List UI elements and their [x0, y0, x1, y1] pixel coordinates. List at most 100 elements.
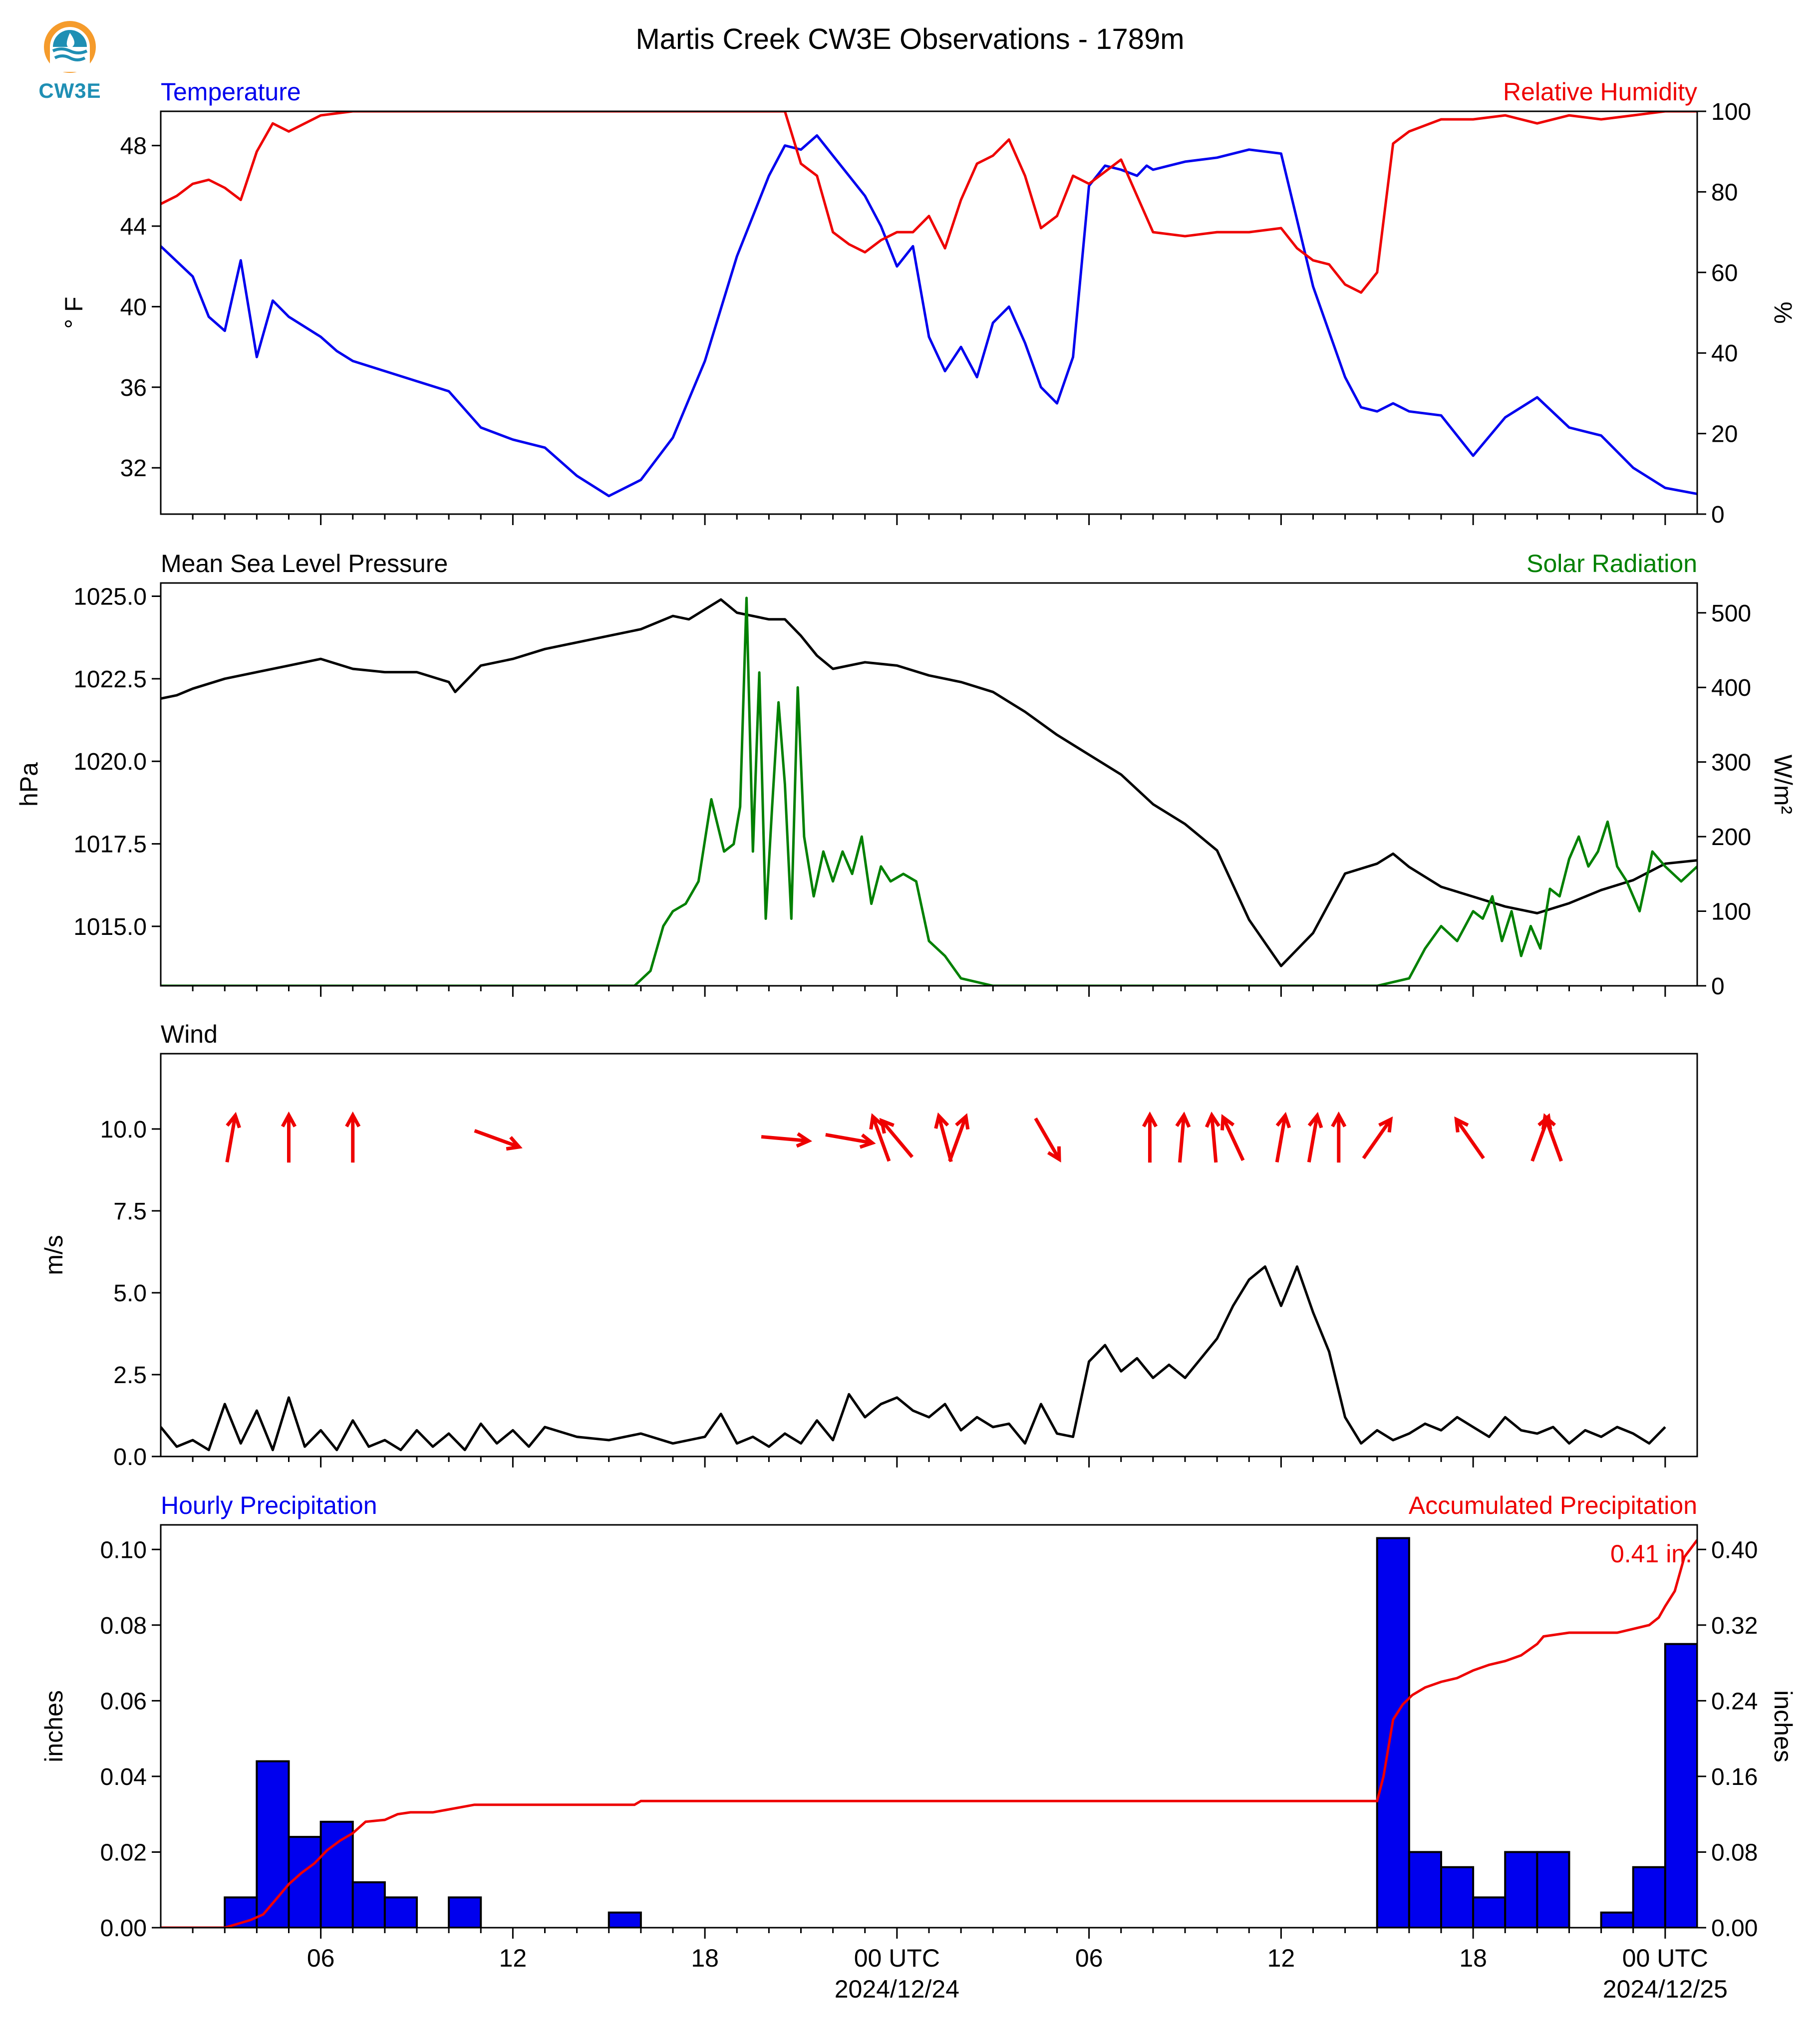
series-line-0	[161, 134, 1697, 498]
y-tick-label-left: 48	[120, 133, 147, 160]
precip-bar	[319, 1820, 354, 1928]
y-tick-label-left: 10.0	[100, 1117, 147, 1143]
wind-arrow-head	[1541, 1113, 1556, 1130]
panel-wind: Wind 0.0 2.5 5.0 7.5 10.0 m/s	[40, 1020, 1698, 1470]
y-tick-label-left: 2.5	[113, 1362, 147, 1389]
y-tick-label-right: 60	[1711, 260, 1738, 287]
precip-bar	[1376, 1537, 1410, 1928]
wind-arrow-icon	[948, 1113, 970, 1162]
wind-arrow-head	[506, 1136, 523, 1151]
wind-arrow-icon	[1205, 1111, 1220, 1163]
x-tick-label: 06	[1075, 1944, 1103, 1972]
y-tick-label-left: 0.08	[100, 1613, 147, 1639]
wind-arrow-icon	[281, 1111, 297, 1163]
y-axis-label-right: %	[1769, 301, 1797, 323]
x-tick-label: 18	[691, 1944, 719, 1972]
wind-arrow-shaft	[1455, 1118, 1485, 1159]
cw3e-logo: CW3E	[30, 15, 110, 110]
y-axis-label-left: hPa	[15, 762, 43, 807]
wind-arrow-head	[955, 1113, 970, 1130]
y-tick-label-right: 0.32	[1711, 1613, 1758, 1639]
panel-left-title: Hourly Precipitation	[161, 1491, 377, 1519]
wind-arrow-shaft	[937, 1115, 953, 1162]
panel-frame	[160, 1053, 1698, 1457]
series-line-1	[161, 111, 1697, 294]
y-tick-label-left: 0.04	[100, 1764, 147, 1790]
precip-bar	[1408, 1851, 1442, 1928]
x-tick-label: 12	[499, 1944, 527, 1972]
wind-arrow-shaft	[871, 1116, 891, 1162]
plot-area	[161, 596, 1697, 986]
wind-arrow-shaft	[1530, 1116, 1550, 1162]
x-tick-label: 00 UTC	[1622, 1944, 1708, 1972]
plot-area	[161, 1265, 1666, 1451]
wind-arrow-head	[1142, 1111, 1158, 1128]
panel-left-title: Mean Sea Level Pressure	[161, 550, 448, 578]
y-tick-label-left: 0.0	[113, 1444, 147, 1470]
precip-bar	[351, 1881, 386, 1928]
panel-left-title: Wind	[161, 1020, 218, 1048]
precip-bar	[1472, 1896, 1507, 1928]
wind-arrow-shaft	[1221, 1117, 1245, 1161]
wind-arrow-shaft	[1362, 1118, 1392, 1159]
wind-arrow-head	[1175, 1111, 1191, 1128]
panel-precipitation: Hourly Precipitation Accumulated Precipit…	[40, 1491, 1797, 1942]
y-tick-label-right: 0	[1711, 973, 1725, 1000]
wind-arrow-head	[345, 1111, 361, 1128]
wind-arrow-icon	[1307, 1112, 1323, 1162]
series-line-1	[161, 596, 1697, 986]
wind-arrow-head	[879, 1118, 895, 1134]
wind-arrow-icon	[1220, 1114, 1245, 1161]
wind-arrow-shaft	[948, 1116, 968, 1162]
panel-temperature-humidity: Temperature Relative Humidity 32 36 40 44 48 0 2…	[60, 78, 1797, 528]
y-tick-label-left: 5.0	[113, 1280, 147, 1307]
wind-arrow-shaft	[1034, 1117, 1061, 1160]
y-tick-label-right: 0.00	[1711, 1915, 1758, 1942]
y-tick-label-right: 80	[1711, 179, 1738, 206]
wind-arrow-head	[869, 1113, 884, 1130]
wind-arrow-shaft	[474, 1129, 520, 1149]
y-tick-label-left: 7.5	[113, 1198, 147, 1225]
wind-arrow-icon	[879, 1118, 914, 1159]
precip-bar	[1504, 1851, 1538, 1928]
wind-arrow-shaft	[1307, 1115, 1319, 1162]
y-tick-label-left: 36	[120, 375, 147, 401]
wind-arrow-head	[1047, 1146, 1061, 1163]
wind-arrow-head	[1220, 1114, 1235, 1131]
x-tick-label: 00 UTC	[854, 1944, 940, 1972]
wind-arrow-head	[1331, 1111, 1347, 1128]
wind-arrow-shaft	[825, 1133, 873, 1145]
wind-arrow-head	[1307, 1112, 1323, 1129]
wind-arrow-icon	[345, 1111, 361, 1163]
y-tick-label-right: 0	[1711, 502, 1725, 528]
wind-arrow-icon	[1034, 1117, 1061, 1163]
wind-arrow-head	[859, 1133, 876, 1149]
x-tick-date-label: 2024/12/24	[835, 1975, 959, 2003]
wind-arrow-shaft	[225, 1115, 237, 1162]
precip-bar	[288, 1836, 322, 1928]
wind-arrow-icon	[1175, 1111, 1191, 1163]
y-tick-label-left: 1020.0	[73, 749, 147, 775]
y-tick-label-left: 1025.0	[73, 583, 147, 610]
x-tick-label: 06	[307, 1944, 335, 1972]
y-tick-label-right: 400	[1711, 675, 1751, 701]
wind-arrow-shaft	[880, 1119, 914, 1159]
y-tick-label-right: 100	[1711, 899, 1751, 925]
precip-bar	[1632, 1866, 1666, 1928]
wind-arrow-icon	[1541, 1113, 1563, 1162]
y-axis-label-right: W/m²	[1769, 755, 1797, 814]
wind-arrow-head	[1205, 1111, 1220, 1128]
accumulated-total-label: 0.41 in.	[1610, 1540, 1692, 1568]
accumulated-precip-line	[161, 1539, 1697, 1928]
panel-right-title: Relative Humidity	[1503, 78, 1697, 106]
panel-frame	[160, 110, 1698, 515]
wind-arrow-shaft	[1275, 1115, 1287, 1162]
wind-arrow-icon	[225, 1112, 241, 1162]
wind-arrow-icon	[1142, 1111, 1158, 1163]
y-tick-label-left: 0.06	[100, 1688, 147, 1715]
panels: Temperature Relative Humidity 32 36 40 44 48 0 2…	[15, 78, 1797, 2003]
y-tick-label-left: 1015.0	[73, 914, 147, 940]
precip-bar	[256, 1760, 290, 1928]
wind-arrow-icon	[1331, 1111, 1347, 1163]
